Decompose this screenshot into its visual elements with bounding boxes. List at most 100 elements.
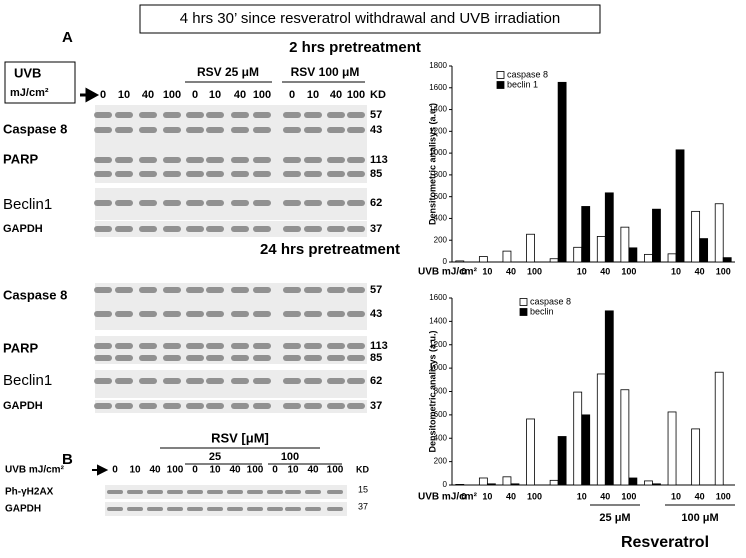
bar bbox=[644, 253, 653, 263]
bar bbox=[667, 411, 677, 486]
blot-band bbox=[139, 157, 157, 163]
x-tick-label: 40 bbox=[600, 266, 610, 276]
bar bbox=[596, 373, 606, 486]
kd-value: 37 bbox=[358, 501, 368, 511]
blot-band bbox=[231, 403, 249, 409]
legend-swatch bbox=[519, 308, 528, 316]
blot-strip bbox=[105, 502, 347, 516]
x-tick-label: 100 bbox=[527, 266, 542, 276]
protein-label: Caspase 8 bbox=[3, 287, 67, 302]
rsv-group: 100 bbox=[281, 451, 299, 463]
blot-band bbox=[253, 287, 271, 293]
blot-band bbox=[347, 311, 365, 317]
blot-band bbox=[139, 226, 157, 232]
blot-band bbox=[115, 287, 133, 293]
y-tick-label: 1600 bbox=[429, 293, 447, 302]
uvb-box bbox=[4, 61, 76, 104]
blot-band bbox=[94, 112, 112, 118]
lane-label: 100 bbox=[347, 89, 365, 101]
blot-band bbox=[231, 343, 249, 349]
lane-label: 40 bbox=[142, 89, 154, 101]
blot-band bbox=[115, 343, 133, 349]
blot-band bbox=[139, 127, 157, 133]
blot-band bbox=[347, 355, 365, 361]
blot-band bbox=[231, 200, 249, 206]
blot-band bbox=[167, 490, 183, 494]
blot-band bbox=[207, 507, 223, 511]
blot-band bbox=[304, 200, 322, 206]
y-tick-label: 400 bbox=[434, 433, 448, 442]
blot-band bbox=[283, 127, 301, 133]
y-tick-label: 200 bbox=[434, 457, 448, 466]
lane-label: 100 bbox=[253, 89, 271, 101]
bar bbox=[628, 477, 638, 486]
blot-band bbox=[115, 127, 133, 133]
lane-label: 0 bbox=[192, 465, 198, 476]
blot-band bbox=[186, 355, 204, 361]
blot-band bbox=[206, 200, 224, 206]
blot-band bbox=[206, 287, 224, 293]
blot-band bbox=[187, 507, 203, 511]
blot-band bbox=[227, 490, 243, 494]
x-tick-label: 10 bbox=[482, 266, 492, 276]
lane-label: 40 bbox=[307, 465, 319, 476]
x-tick-label: 100 bbox=[621, 266, 636, 276]
blot-band bbox=[139, 343, 157, 349]
y-tick-label: 1200 bbox=[429, 340, 447, 349]
blot-band bbox=[94, 403, 112, 409]
protein-label: PARP bbox=[3, 151, 38, 166]
blot-heading: 2 hrs pretreatment bbox=[289, 39, 421, 56]
bar bbox=[714, 203, 724, 263]
blot-band bbox=[327, 378, 345, 384]
bar bbox=[549, 258, 559, 263]
x-tick-label: 10 bbox=[671, 266, 681, 276]
lane-label: 10 bbox=[287, 465, 299, 476]
blot-band bbox=[327, 355, 345, 361]
bar bbox=[691, 210, 701, 263]
bar bbox=[455, 260, 465, 263]
lane-label: 40 bbox=[234, 89, 246, 101]
figure-title: 4 hrs 30’ since resveratrol withdrawal a… bbox=[180, 10, 560, 27]
uvb-unit: mJ/cm² bbox=[10, 87, 49, 99]
panel-label: A bbox=[62, 29, 73, 46]
x-tick-label: 40 bbox=[506, 266, 516, 276]
blot-band bbox=[231, 171, 249, 177]
blot-band bbox=[115, 403, 133, 409]
x-tick-label: 0 bbox=[461, 266, 466, 276]
lane-label: 0 bbox=[289, 89, 295, 101]
protein-label: Ph-γH2AX bbox=[5, 487, 54, 498]
blot-band bbox=[253, 378, 271, 384]
blot-band bbox=[305, 507, 321, 511]
group-label: 25 μM bbox=[599, 512, 630, 524]
legend-label: caspase 8 bbox=[530, 296, 571, 306]
blot-band bbox=[304, 403, 322, 409]
blot-band bbox=[253, 311, 271, 317]
blot-band bbox=[139, 355, 157, 361]
bar bbox=[502, 250, 512, 263]
blot-band bbox=[186, 378, 204, 384]
blot-band bbox=[94, 311, 112, 317]
bar bbox=[604, 310, 614, 486]
y-tick-label: 1000 bbox=[429, 148, 447, 157]
blot-strip bbox=[95, 188, 367, 220]
blot-band bbox=[327, 287, 345, 293]
bar bbox=[604, 192, 614, 263]
x-axis-label: UVB mJ/cm² bbox=[418, 267, 478, 278]
bar bbox=[699, 238, 709, 263]
rsv-group: RSV 25 μM bbox=[197, 65, 259, 79]
rsv-label: RSV [μM] bbox=[211, 430, 269, 445]
kd-value: 43 bbox=[370, 308, 382, 320]
y-tick-label: 1400 bbox=[429, 105, 447, 114]
kd-value: 15 bbox=[358, 484, 368, 494]
bar bbox=[502, 476, 512, 486]
blot-band bbox=[167, 507, 183, 511]
blot-strip bbox=[95, 283, 367, 330]
blot-band bbox=[115, 355, 133, 361]
blot-band bbox=[231, 287, 249, 293]
bar bbox=[455, 484, 465, 486]
bar bbox=[652, 208, 661, 263]
protein-label: PARP bbox=[3, 340, 38, 355]
blot-band bbox=[163, 226, 181, 232]
bar bbox=[581, 206, 591, 263]
